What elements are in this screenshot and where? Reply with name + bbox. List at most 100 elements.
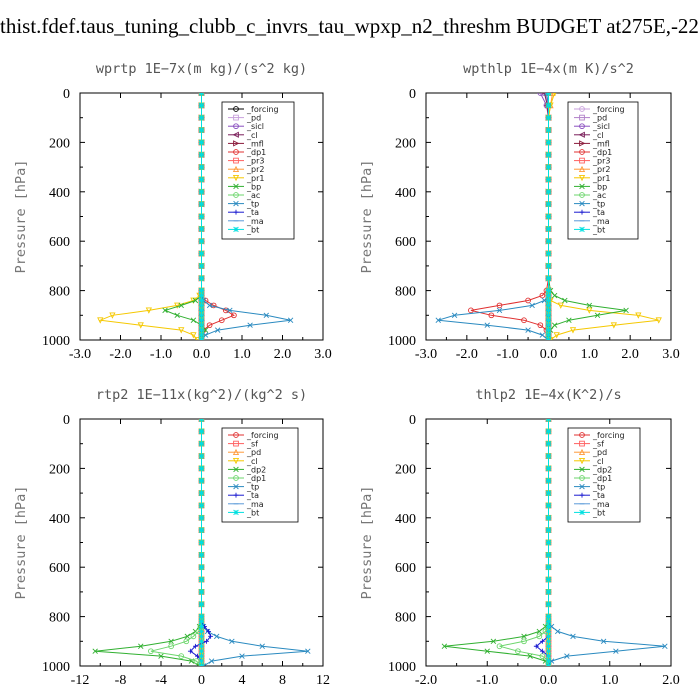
legend-marker (233, 106, 239, 112)
data-point-ta (193, 643, 198, 649)
data-point-bt (545, 633, 552, 640)
data-point-bt (545, 419, 552, 422)
data-point-pr1 (137, 322, 144, 329)
data-point-dp1 (539, 653, 546, 659)
data-point-tp (259, 643, 265, 649)
legend-label: _sf (592, 440, 604, 449)
x-tick-label: -3.0 (69, 347, 91, 362)
data-point-bt (198, 164, 205, 170)
data-point-bp (586, 302, 593, 309)
legend-label: _sf (246, 440, 258, 449)
data-point-ta (533, 643, 539, 649)
data-point-bt (198, 322, 205, 328)
data-point-bt (198, 490, 205, 496)
data-point-bt (545, 539, 552, 546)
x-tick-label: -2.0 (415, 673, 437, 688)
data-point-pr1 (553, 332, 560, 339)
y-axis-label: Pressure [hPa] (359, 160, 375, 274)
data-point-dp1 (525, 297, 531, 304)
data-point-bt (198, 576, 205, 583)
legend-label: _cl (592, 131, 604, 140)
data-point-bt (545, 638, 552, 645)
legend-label: _dp1 (246, 148, 266, 157)
data-point-bt (198, 440, 205, 447)
legend-marker (232, 174, 240, 182)
data-point-bt (545, 139, 552, 146)
series-group (441, 419, 668, 666)
data-point-pr1 (145, 307, 152, 314)
data-point-bt (198, 658, 205, 664)
data-point-bt (198, 663, 205, 666)
data-point-bt (545, 176, 552, 183)
data-point-bt (545, 552, 552, 558)
legend-label: _tp (246, 200, 259, 209)
legend-label: _ma (592, 217, 610, 226)
legend-label: _pr2 (592, 165, 610, 174)
data-point-tp (239, 653, 245, 659)
data-point-tp (287, 317, 294, 323)
data-point-bt (198, 527, 205, 533)
legend-label: _dp2 (246, 465, 266, 474)
data-point-dp1 (193, 658, 200, 664)
y-tick-label: 600 (395, 235, 416, 250)
data-point-dp2 (490, 638, 497, 645)
data-point-pr1 (655, 317, 662, 324)
data-point-bp (190, 317, 197, 323)
data-point-dp1 (537, 322, 544, 329)
legend-label: _ta (592, 491, 605, 500)
data-point-dp1 (536, 633, 543, 640)
data-point-bt (198, 332, 205, 338)
legend-label: _bp (592, 182, 607, 191)
data-point-tp (247, 322, 253, 328)
data-point-dp2 (138, 643, 144, 649)
y-tick-label: 800 (49, 611, 70, 626)
legend-label: _forcing (246, 105, 279, 114)
data-point-bt (545, 658, 552, 664)
data-point-pr1 (586, 307, 593, 314)
y-tick-label: 0 (409, 87, 416, 102)
legend-label: _bt (246, 225, 259, 234)
data-point-sicl (537, 93, 544, 96)
legend-marker (232, 448, 240, 456)
data-point-ta (539, 638, 545, 644)
data-point-pr1 (610, 322, 617, 329)
legend-label: _bt (592, 508, 605, 517)
data-point-tp (213, 633, 220, 640)
data-point-dp2 (184, 633, 191, 640)
x-tick-label: 3.0 (662, 347, 680, 362)
x-tick-label: 1.0 (581, 347, 599, 362)
legend-label: _dp1 (246, 474, 266, 483)
data-point-bt (545, 127, 552, 133)
data-point-bt (198, 139, 205, 146)
data-point-bt (545, 250, 552, 257)
data-point-bt (545, 453, 552, 459)
data-point-dp1 (468, 307, 474, 314)
data-point-tp (496, 307, 503, 314)
legend-marker (233, 226, 239, 233)
data-point-dp1 (521, 638, 527, 645)
x-tick-label: -3.0 (415, 347, 437, 362)
data-point-dp1 (206, 322, 213, 329)
series-group (435, 93, 662, 340)
y-tick-label: 1000 (42, 334, 70, 349)
data-point-bt (198, 312, 205, 319)
data-point-dp1 (231, 312, 237, 319)
data-point-bt (545, 337, 552, 340)
legend-label: _sicl (246, 122, 264, 131)
x-tick-label: 0.0 (540, 347, 558, 362)
data-point-dp1 (521, 317, 527, 324)
series-line-dp2 (95, 419, 202, 666)
data-point-tp (229, 638, 235, 645)
legend-marker (578, 448, 586, 456)
data-point-tp (564, 653, 570, 659)
x-tick-label: -12 (71, 673, 90, 688)
data-point-bt (545, 93, 552, 96)
legend-marker (233, 123, 239, 130)
y-tick-label: 200 (395, 136, 416, 151)
legend-label: _dp1 (592, 474, 612, 483)
data-point-bt (545, 322, 552, 328)
data-point-bt (545, 302, 552, 309)
legend-label: _tp (592, 200, 605, 209)
legend-marker (579, 483, 585, 490)
legend-marker (579, 466, 585, 473)
